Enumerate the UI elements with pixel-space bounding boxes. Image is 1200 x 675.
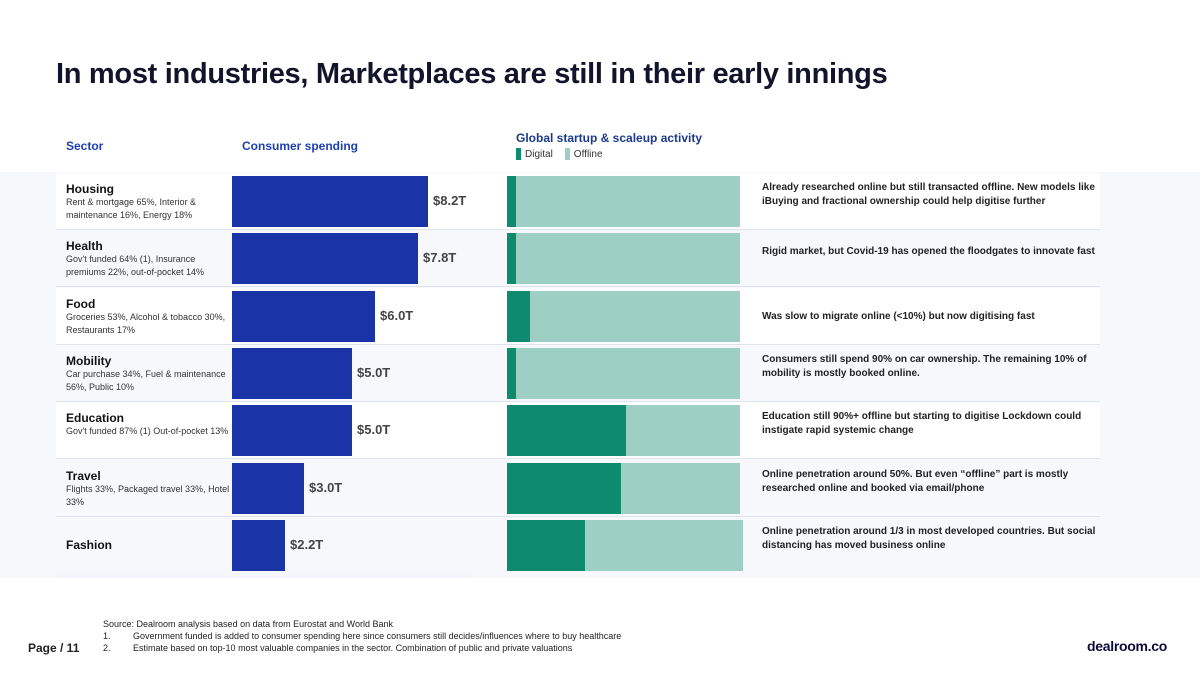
sector-description: Gov't funded 87% (1) Out-of-pocket 13%	[66, 426, 229, 436]
sector-comment: Was slow to migrate online (<10%) but no…	[762, 311, 1035, 322]
consumer-spending-label: $6.0T	[380, 308, 414, 323]
sector-name: Education	[66, 411, 125, 425]
sector-description: Gov't funded 64% (1), Insurance premiums…	[66, 254, 205, 277]
legend: Digital Offline	[516, 148, 603, 160]
brand-logo: dealroom.co	[1087, 638, 1167, 654]
activity-offline-segment	[516, 176, 740, 227]
legend-digital: Digital	[516, 148, 553, 160]
row-divider	[56, 344, 1100, 345]
sector-name: Fashion	[66, 538, 113, 552]
activity-offline-segment	[584, 520, 743, 571]
legend-offline-swatch	[564, 148, 570, 160]
row-divider	[56, 286, 1100, 287]
legend-digital-label: Digital	[525, 148, 553, 160]
consumer-spending-label: $7.8T	[423, 250, 457, 265]
activity-bar	[507, 233, 740, 284]
page-title: In most industries, Marketplaces are sti…	[56, 58, 888, 90]
consumer-spending-bar	[232, 176, 428, 227]
activity-bar	[507, 520, 743, 571]
consumer-spending-label: $5.0T	[357, 422, 391, 437]
activity-bar	[507, 405, 740, 456]
consumer-spending-label: $2.2T	[290, 537, 324, 552]
activity-bar	[507, 463, 740, 514]
sector-description: Flights 33%, Packaged travel 33%, Hotel …	[66, 484, 230, 507]
row-divider	[56, 229, 1100, 230]
sector-row-mobility: Mobility Car purchase 34%, Fuel & mainten…	[56, 345, 1100, 402]
consumer-spending-label: $5.0T	[357, 365, 391, 380]
activity-digital-segment	[507, 463, 622, 514]
footnote-1: 1. Government funded is added to consumer…	[103, 631, 621, 641]
sector-row-housing: Housing Rent & mortgage 65%, Interior & m…	[56, 173, 1100, 230]
activity-bar	[507, 176, 740, 227]
sector-comment: Online penetration around 50%. But even …	[762, 469, 1069, 494]
sector-name: Health	[66, 239, 103, 253]
sector-row-education: Education Gov't funded 87% (1) Out-of-poc…	[56, 402, 1100, 459]
consumer-spending-bar	[232, 405, 352, 456]
sector-row-fashion: Fashion $2.2T Online penetration around 1/…	[56, 517, 1100, 573]
legend-offline-label: Offline	[573, 148, 603, 160]
footnote-text: Government funded is added to consumer s…	[133, 631, 622, 641]
activity-offline-segment	[516, 233, 740, 284]
sector-comment: Education still 90%+ offline but startin…	[762, 411, 1082, 436]
activity-digital-segment	[507, 348, 517, 399]
sector-name: Housing	[66, 182, 114, 196]
sector-row-health: Health Gov't funded 64% (1), Insurance pr…	[56, 230, 1100, 287]
footnote-number: 2.	[103, 643, 111, 653]
consumer-spending-bar	[232, 291, 375, 342]
consumer-spending-bar	[232, 520, 285, 571]
row-divider	[56, 458, 1100, 459]
footnote-text: Estimate based on top-10 most valuable c…	[133, 643, 573, 653]
sector-name: Food	[66, 297, 96, 311]
activity-offline-segment	[516, 348, 740, 399]
consumer-spending-column-header: Consumer spending	[242, 139, 359, 153]
activity-column-header: Global startup & scaleup activity	[516, 131, 703, 145]
consumer-spending-bar	[232, 233, 418, 284]
activity-offline-segment	[621, 463, 740, 514]
sector-comment: Rigid market, but Covid-19 has opened th…	[762, 246, 1095, 257]
activity-digital-segment	[507, 520, 585, 571]
sector-row-food: Food Groceries 53%, Alcohol & tobacco 30%…	[56, 288, 1100, 345]
activity-bar	[507, 348, 740, 399]
activity-offline-segment	[625, 405, 740, 456]
sector-column-header: Sector	[66, 139, 104, 153]
source-note: Source: Dealroom analysis based on data …	[103, 619, 393, 629]
consumer-spending-label: $3.0T	[309, 480, 343, 495]
legend-offline: Offline	[564, 148, 603, 160]
sector-name: Travel	[66, 469, 101, 483]
footnote-number: 1.	[103, 631, 111, 641]
page-number: Page / 11	[28, 641, 80, 655]
activity-digital-segment	[507, 291, 531, 342]
footnote-2: 2. Estimate based on top-10 most valuable…	[103, 643, 572, 653]
consumer-spending-label: $8.2T	[433, 193, 467, 208]
sector-name: Mobility	[66, 354, 112, 368]
sector-comment: Already researched online but still tran…	[762, 182, 1095, 207]
sector-description: Car purchase 34%, Fuel & maintenance 56%…	[66, 369, 226, 392]
activity-digital-segment	[507, 176, 517, 227]
row-divider	[56, 516, 1100, 517]
row-divider	[56, 401, 1100, 402]
sector-description: Groceries 53%, Alcohol & tobacco 30%, Re…	[66, 312, 226, 335]
sector-row-travel: Travel Flights 33%, Packaged travel 33%, …	[56, 460, 1100, 517]
legend-digital-swatch	[516, 148, 521, 160]
sector-description: Rent & mortgage 65%, Interior & maintena…	[66, 197, 197, 220]
consumer-spending-bar	[232, 348, 352, 399]
consumer-spending-bar	[232, 463, 304, 514]
activity-offline-segment	[530, 291, 740, 342]
sector-comment: Consumers still spend 90% on car ownersh…	[762, 354, 1087, 379]
activity-bar	[507, 291, 740, 342]
activity-digital-segment	[507, 405, 626, 456]
activity-digital-segment	[507, 233, 517, 284]
sector-comment: Online penetration around 1/3 in most de…	[762, 526, 1096, 551]
